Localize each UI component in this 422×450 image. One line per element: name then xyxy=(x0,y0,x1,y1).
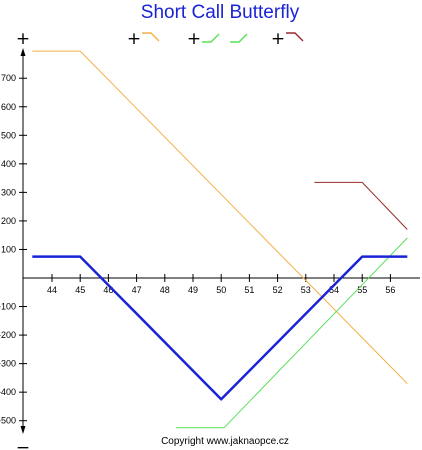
y-tick-label: -400 xyxy=(0,387,16,397)
x-tick-label: 55 xyxy=(357,285,367,295)
y-tick-label: -300 xyxy=(0,359,16,369)
y-axis-arrow-down xyxy=(20,426,26,434)
x-tick-label: 54 xyxy=(329,285,339,295)
long-call-glyph xyxy=(142,32,160,42)
x-tick-label: 45 xyxy=(75,285,85,295)
y-tick-label: 500 xyxy=(1,130,16,140)
payoff-line-1 xyxy=(176,237,408,429)
payoff-line-0 xyxy=(32,50,408,384)
x-tick-label: 52 xyxy=(273,285,283,295)
y-tick-label: 600 xyxy=(1,102,16,112)
y-tick-label: 100 xyxy=(1,244,16,254)
y-tick-label: 300 xyxy=(1,187,16,197)
y-tick-label: -500 xyxy=(0,416,16,426)
x-tick-label: 46 xyxy=(103,285,113,295)
y-tick-label: -100 xyxy=(0,302,16,312)
payoff-line-2 xyxy=(314,181,408,230)
minus-sign-bottom: − xyxy=(16,438,30,450)
x-tick-label: 47 xyxy=(132,285,142,295)
copyright-text: Copyright www.jaknaopce.cz xyxy=(161,436,289,447)
legend-plus-sign: + xyxy=(187,29,201,49)
long-call-glyph xyxy=(286,32,304,42)
legend: + + + xyxy=(127,29,304,49)
x-tick-label: 50 xyxy=(216,285,226,295)
x-tick-label: 56 xyxy=(385,285,395,295)
y-tick-label: 200 xyxy=(1,216,16,226)
y-tick-label: 400 xyxy=(1,159,16,169)
x-tick-label: 49 xyxy=(188,285,198,295)
legend-plus-sign: + xyxy=(271,29,285,49)
legend-plus-sign: + xyxy=(127,29,141,49)
x-tick-label: 44 xyxy=(47,285,57,295)
ticks: 44 45 46 47 48 49 50 51 52 53 54 55 56 700 600 500 400 30… xyxy=(0,73,395,425)
x-tick-label: 53 xyxy=(301,285,311,295)
short-call-glyph xyxy=(202,33,220,43)
payoff-line-3 xyxy=(32,255,408,401)
series xyxy=(32,50,408,429)
short-call-glyph xyxy=(230,33,248,43)
x-tick-label: 51 xyxy=(244,285,254,295)
plus-sign-top: + xyxy=(16,29,30,49)
y-tick-label: -200 xyxy=(0,330,16,340)
x-tick-label: 48 xyxy=(160,285,170,295)
y-axis-arrow-up xyxy=(20,48,26,56)
chart-title: Short Call Butterfly xyxy=(141,2,300,23)
y-tick-label: 700 xyxy=(1,73,16,83)
axes xyxy=(20,48,420,434)
